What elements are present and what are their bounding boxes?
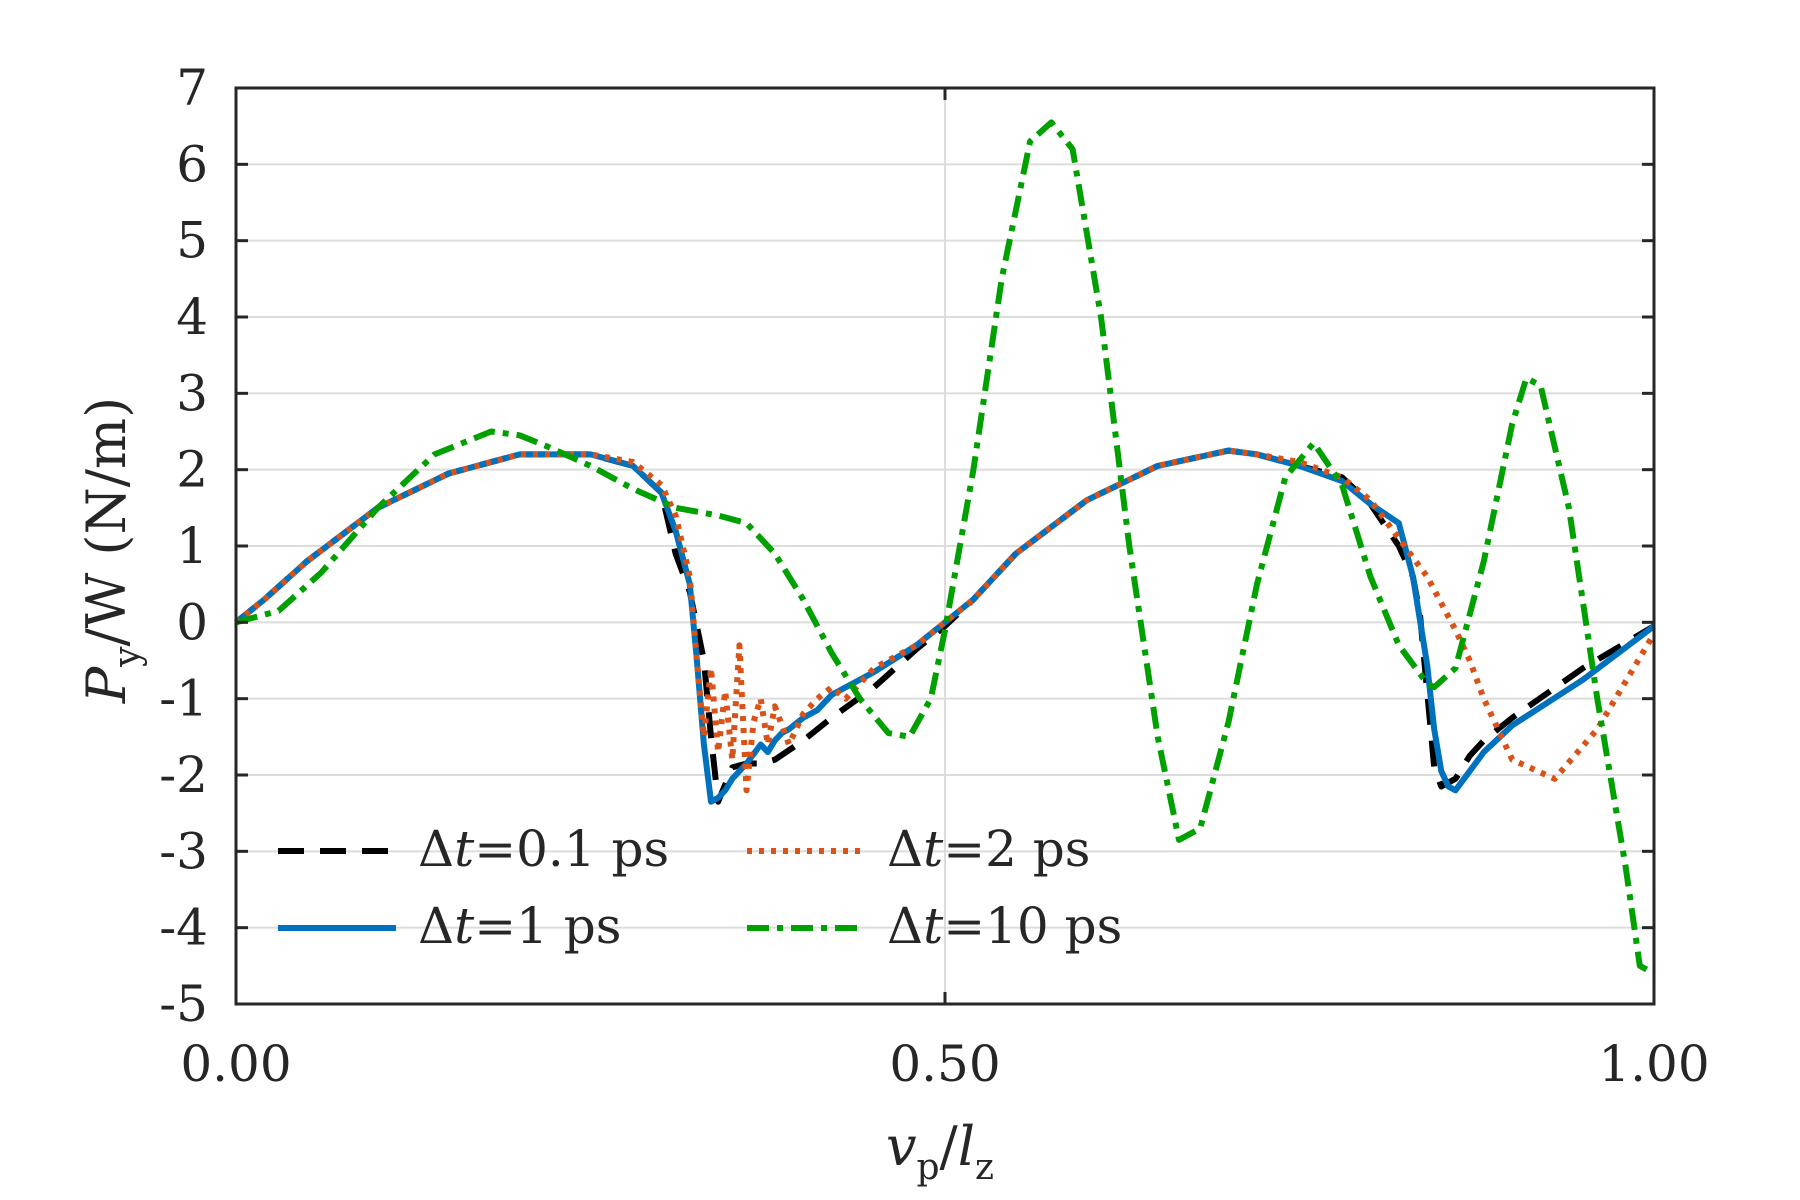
y-tick-label: 0 [176,593,208,651]
y-tick-label: -5 [159,975,208,1033]
y-tick-label: -2 [159,746,208,804]
y-label-P: P [75,665,138,704]
x-tick-label: 0.00 [180,1035,291,1093]
legend-label-3: Δt=2 ps [887,820,1090,878]
x-tick-label: 1.00 [1598,1035,1709,1093]
grid [236,88,1654,1004]
y-tick-label: 3 [176,364,208,422]
y-tick-label: -1 [159,670,208,728]
legend-label-2: Δt=1 ps [418,897,621,955]
y-tick-label: 4 [176,288,208,346]
x-tick-label: 0.50 [889,1035,1000,1093]
y-tick-label: 6 [176,135,208,193]
series-line-3 [234,447,1657,794]
x-label-slash: / [940,1115,959,1178]
y-tick-label: 7 [176,59,208,117]
legend-label-4: Δt=10 ps [887,897,1122,955]
legend: Δt=0.1 ps Δt=1 ps Δt=2 ps Δt=10 ps [278,820,1122,955]
y-tick-label: 2 [176,441,208,499]
series-line-2 [234,447,1656,805]
legend-label-1: Δt=0.1 ps [418,820,669,878]
y-tick-label: 1 [176,517,208,575]
plot-frame [234,86,1656,1006]
x-axis-label: vp/lz [886,1115,994,1188]
x-label-subscript-p: p [917,1147,940,1188]
y-label-rest: /W (N/m) [75,397,138,647]
x-label-v: v [886,1115,917,1178]
series-line-4 [235,119,1656,977]
y-tick-label: -4 [159,899,208,957]
series-layer [234,119,1657,977]
y-tick-label: 5 [176,212,208,270]
x-label-subscript-z: z [975,1147,994,1188]
y-label-subscript: y [107,646,148,668]
y-tick-label: -3 [159,822,208,880]
x-label-l: l [958,1115,975,1178]
y-axis-label: Py/W (N/m) [75,397,148,704]
